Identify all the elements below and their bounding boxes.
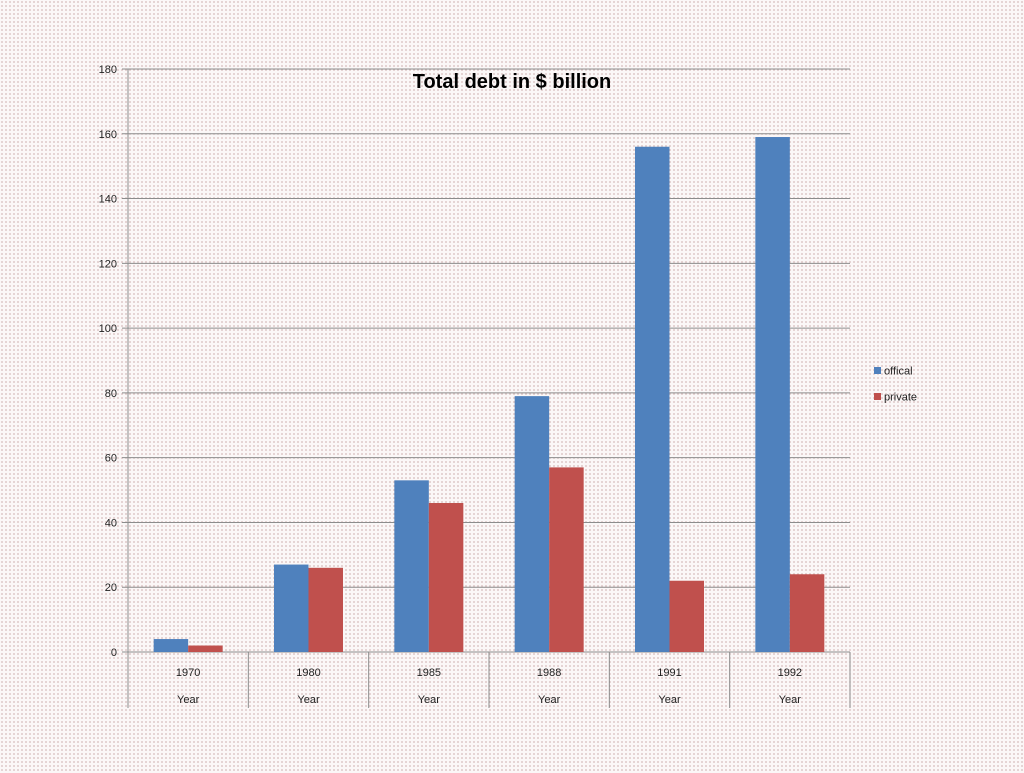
y-tick-label: 60 bbox=[105, 453, 117, 465]
y-tick-label: 20 bbox=[105, 582, 117, 594]
bar-private-1985 bbox=[428, 503, 464, 652]
legend-label-private: private bbox=[884, 392, 917, 404]
bar-private-1992 bbox=[789, 574, 825, 652]
legend: offical private bbox=[874, 366, 917, 404]
bar-offical-1992 bbox=[755, 137, 790, 652]
y-tick-label: 180 bbox=[99, 64, 117, 76]
y-tick-label: 160 bbox=[99, 129, 117, 141]
x-tick-label: 1991 bbox=[657, 667, 681, 679]
legend-label-offical: offical bbox=[884, 366, 913, 378]
y-tick-label: 0 bbox=[111, 647, 117, 659]
bar-private-1988 bbox=[549, 467, 584, 652]
y-tick-label: 140 bbox=[99, 194, 117, 206]
x-tick-label: 1988 bbox=[537, 667, 561, 679]
gridlines bbox=[122, 68, 850, 653]
axes bbox=[127, 69, 851, 708]
bar-offical-1980 bbox=[274, 564, 309, 652]
y-tick-label: 40 bbox=[105, 517, 117, 529]
x-group-label: Year bbox=[297, 694, 320, 706]
bar-offical-1988 bbox=[514, 396, 550, 652]
bar-private-1991 bbox=[669, 580, 704, 652]
tick-labels: 0 20 40 60 80 100 120 140 160 180 1970 Year 1980 Year… bbox=[99, 64, 802, 706]
y-tick-label: 100 bbox=[99, 323, 117, 335]
bar-private-1970 bbox=[188, 645, 223, 652]
x-group-label: Year bbox=[779, 694, 802, 706]
chart-title: Total debt in $ billion bbox=[413, 71, 612, 93]
x-group-label: Year bbox=[658, 694, 681, 706]
bar-private-1980 bbox=[308, 567, 343, 652]
y-tick-label: 120 bbox=[99, 258, 117, 270]
bar-offical-1970 bbox=[153, 639, 189, 652]
x-group-label: Year bbox=[418, 694, 441, 706]
x-tick-label: 1970 bbox=[176, 667, 200, 679]
bar-offical-1991 bbox=[635, 146, 670, 652]
bar-offical-1985 bbox=[394, 480, 429, 652]
x-group-label: Year bbox=[538, 694, 561, 706]
legend-swatch-offical bbox=[874, 367, 881, 374]
x-tick-label: 1992 bbox=[778, 667, 802, 679]
bars bbox=[153, 137, 825, 652]
legend-swatch-private bbox=[874, 393, 881, 400]
x-tick-label: 1985 bbox=[417, 667, 441, 679]
x-tick-label: 1980 bbox=[296, 667, 320, 679]
x-group-label: Year bbox=[177, 694, 200, 706]
y-tick-label: 80 bbox=[105, 388, 117, 400]
